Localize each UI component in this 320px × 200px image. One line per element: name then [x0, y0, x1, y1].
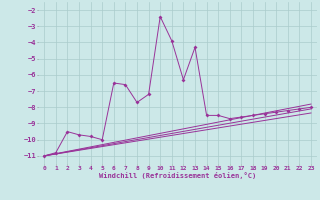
X-axis label: Windchill (Refroidissement éolien,°C): Windchill (Refroidissement éolien,°C)	[99, 172, 256, 179]
